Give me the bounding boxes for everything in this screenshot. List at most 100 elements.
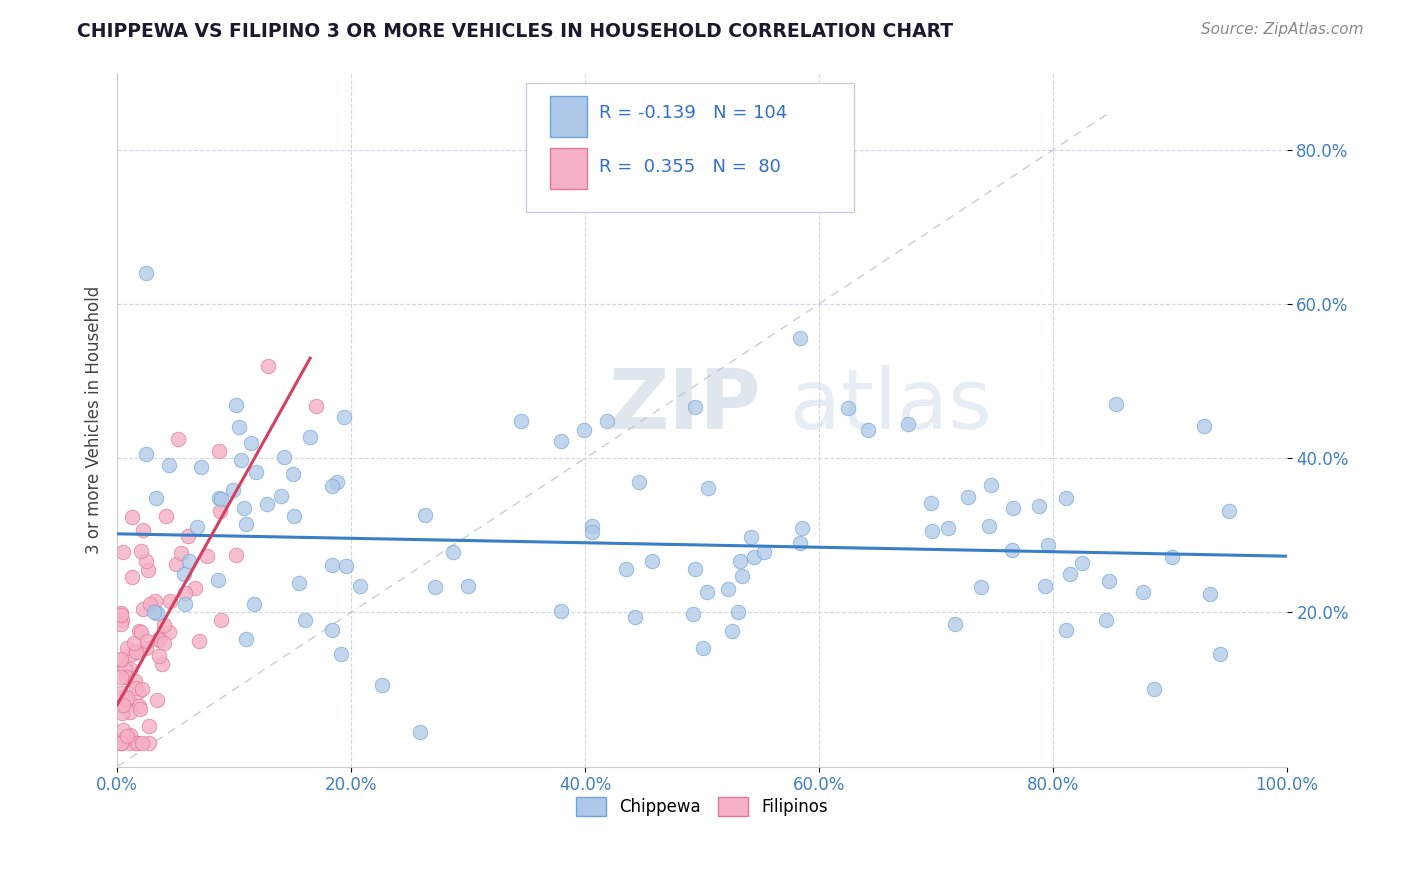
Point — [1098, 574, 1121, 589]
Point — [118, 706, 141, 720]
Point — [1209, 647, 1232, 661]
Point — [270, 489, 292, 503]
Point — [624, 610, 647, 624]
Point — [225, 398, 247, 412]
Point — [110, 607, 132, 621]
Point — [790, 520, 813, 534]
Point — [125, 681, 148, 696]
Point — [135, 447, 157, 461]
Point — [957, 491, 980, 505]
Point — [1161, 550, 1184, 565]
Point — [1192, 419, 1215, 434]
Point — [153, 617, 176, 632]
Point — [124, 736, 146, 750]
Point — [114, 662, 136, 676]
Point — [155, 509, 177, 524]
Point — [789, 536, 811, 550]
Point — [145, 491, 167, 506]
Point — [581, 519, 603, 533]
Text: ZIP: ZIP — [609, 366, 761, 446]
Point — [596, 414, 619, 428]
Point — [131, 736, 153, 750]
Point — [581, 524, 603, 539]
Point — [325, 475, 347, 489]
Point — [121, 647, 143, 661]
Point — [550, 604, 572, 618]
Point — [110, 736, 132, 750]
Point — [121, 569, 143, 583]
Point — [127, 685, 149, 699]
Point — [132, 602, 155, 616]
Point — [195, 549, 218, 563]
Point — [134, 554, 156, 568]
Point — [321, 558, 343, 573]
FancyBboxPatch shape — [526, 83, 853, 211]
Point — [111, 706, 134, 721]
Point — [115, 640, 138, 655]
Point — [170, 545, 193, 559]
Point — [1059, 567, 1081, 582]
Point — [936, 521, 959, 535]
Point — [132, 523, 155, 537]
Point — [1001, 543, 1024, 558]
Point — [136, 563, 159, 577]
Point — [235, 516, 257, 531]
Point — [115, 693, 138, 707]
FancyBboxPatch shape — [550, 148, 588, 189]
Point — [208, 491, 231, 506]
Point — [696, 481, 718, 495]
Point — [124, 673, 146, 688]
Point — [110, 652, 132, 666]
Point — [921, 524, 943, 538]
Point — [117, 690, 139, 705]
Point — [157, 625, 180, 640]
Point — [273, 450, 295, 464]
Point — [235, 632, 257, 646]
Point — [128, 624, 150, 639]
Point — [281, 467, 304, 481]
Point — [229, 453, 252, 467]
Point — [789, 331, 811, 345]
Point — [744, 549, 766, 564]
Point — [1001, 500, 1024, 515]
Point — [136, 633, 159, 648]
Point — [125, 644, 148, 658]
Text: atlas: atlas — [790, 366, 991, 446]
Point — [628, 475, 651, 489]
Point — [173, 586, 195, 600]
Y-axis label: 3 or more Vehicles in Household: 3 or more Vehicles in Household — [86, 285, 103, 554]
Point — [977, 519, 1000, 533]
Point — [572, 423, 595, 437]
Point — [135, 266, 157, 280]
Point — [1054, 491, 1077, 505]
Point — [856, 423, 879, 437]
Legend: Chippewa, Filipinos: Chippewa, Filipinos — [568, 789, 837, 824]
Point — [207, 574, 229, 588]
Point — [1028, 499, 1050, 513]
Point — [128, 698, 150, 713]
Point — [222, 483, 245, 497]
Point — [897, 417, 920, 431]
Point — [441, 545, 464, 559]
Point — [112, 723, 135, 738]
Point — [305, 399, 328, 413]
Point — [728, 554, 751, 568]
Point — [685, 400, 707, 414]
Point — [148, 632, 170, 647]
Point — [148, 648, 170, 663]
Point — [329, 647, 352, 661]
Point — [129, 624, 152, 639]
Point — [1054, 623, 1077, 637]
Text: R =  0.355   N =  80: R = 0.355 N = 80 — [599, 158, 780, 176]
Point — [256, 359, 278, 373]
Point — [112, 698, 135, 712]
Point — [1070, 556, 1092, 570]
Point — [122, 636, 145, 650]
Point — [188, 634, 211, 648]
Point — [321, 479, 343, 493]
Point — [131, 682, 153, 697]
Point — [114, 731, 136, 745]
Point — [837, 401, 859, 415]
Point — [110, 736, 132, 750]
Point — [138, 736, 160, 750]
